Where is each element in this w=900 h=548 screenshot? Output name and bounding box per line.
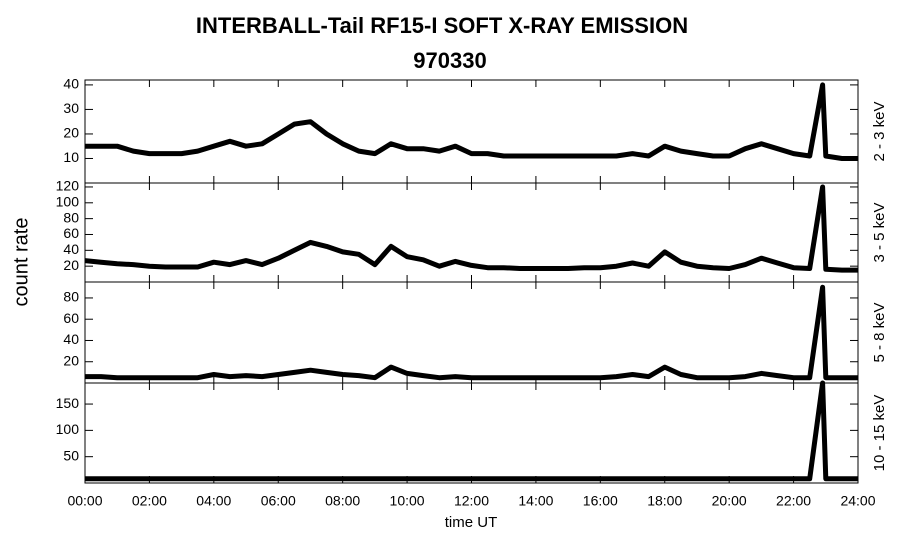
x-tick-label: 12:00 [454,493,489,509]
panel-label: 5 - 8 keV [871,302,888,362]
y-tick-label: 40 [63,241,79,257]
panel-label: 10 - 15 keV [871,395,888,472]
x-tick-label: 24:00 [840,493,875,509]
panel-frame [84,382,859,484]
x-tick-label: 20:00 [712,493,747,509]
x-tick-label: 04:00 [196,493,231,509]
x-tick-label: 02:00 [132,493,167,509]
panel-label: 2 - 3 keV [871,101,888,161]
y-tick-label: 20 [63,257,79,273]
chart-subtitle: 970330 [413,48,486,73]
y-tick-label: 40 [63,76,79,92]
x-tick-label: 22:00 [776,493,811,509]
y-tick-label: 60 [63,310,79,326]
x-tick-label: 00:00 [67,493,102,509]
x-tick-label: 18:00 [647,493,682,509]
panel-frame [84,79,859,184]
y-tick-label: 20 [63,125,79,141]
panel-label: 3 - 5 keV [871,202,888,262]
data-line [84,184,858,273]
y-tick-label: 60 [63,225,79,241]
y-tick-label: 80 [63,209,79,225]
y-axis-label: count rate [10,218,32,307]
x-tick-label: 08:00 [325,493,360,509]
x-axis-label: time UT [445,514,498,531]
x-tick-label: 06:00 [261,493,296,509]
x-tick-label: 14:00 [518,493,553,509]
data-line [85,380,858,482]
chart-title: INTERBALL-Tail RF15-I SOFT X-RAY EMISSIO… [196,13,688,38]
panel-frame [84,281,859,384]
y-tick-label: 100 [56,194,80,210]
y-tick-label: 150 [56,395,80,411]
y-tick-label: 40 [63,331,79,347]
data-line [85,82,858,161]
data-line [85,284,858,381]
y-tick-label: 100 [56,421,80,437]
y-tick-label: 80 [63,289,79,305]
y-tick-label: 30 [63,100,79,116]
y-tick-label: 50 [63,447,79,463]
x-tick-label: 16:00 [583,493,618,509]
x-tick-label: 10:00 [390,493,425,509]
y-tick-label: 20 [63,352,79,368]
y-tick-label: 120 [56,178,80,194]
y-tick-label: 10 [63,149,79,165]
